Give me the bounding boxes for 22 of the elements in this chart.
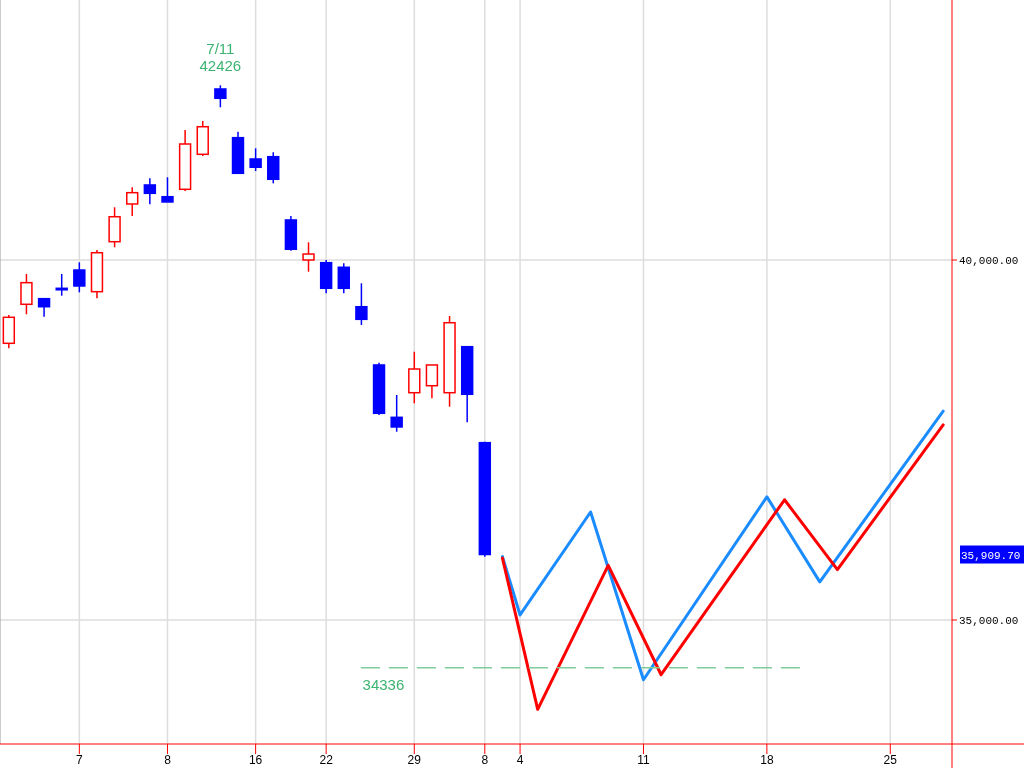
x-tick-label: 18 [760, 753, 774, 767]
y-tick-label: 35,000.00 [959, 615, 1019, 628]
candlestick [143, 177, 157, 206]
candlestick [2, 314, 16, 350]
x-tick-label: 25 [883, 753, 898, 767]
x-tick-label: 22 [319, 753, 334, 767]
x-tick-label: 4 [516, 753, 524, 767]
annotation: 34336 [362, 675, 405, 693]
text: 35,909.70 [961, 549, 1021, 562]
candlestick [337, 262, 350, 295]
x-tick-label: 8 [164, 753, 172, 767]
candlestick [126, 186, 139, 217]
x-tick-label: 8 [481, 753, 489, 767]
x-tick-label: 11 [637, 753, 651, 767]
y-tick-label: 40,000.00 [959, 255, 1019, 267]
annotation: 7/11 42426 [199, 40, 242, 75]
candlestick [319, 259, 333, 295]
candlestick [90, 249, 104, 300]
candlestick [284, 215, 298, 251]
x-tick-label: 29 [407, 753, 422, 767]
x-tick-label: 7 [75, 753, 83, 767]
x-tick-label: 16 [248, 753, 263, 767]
